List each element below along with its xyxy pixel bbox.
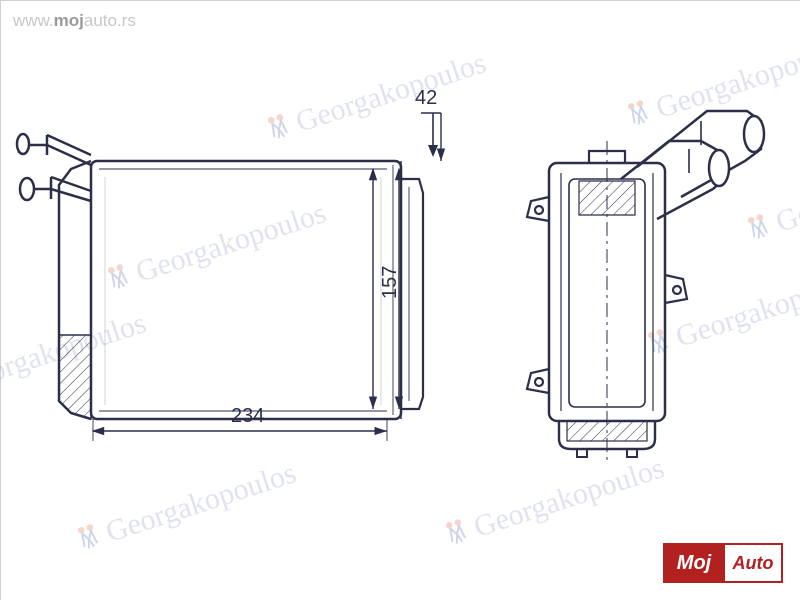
side-view [527,111,764,461]
logo-right: Auto [725,543,783,583]
mojauto-logo: Moj Auto [663,543,783,583]
drawing-canvas: www.mojauto.rs Georgakopoulos Georgakopo… [0,0,800,600]
technical-drawing [1,1,800,600]
dim-height-label: 157 [379,266,402,299]
dim-thickness-label: 42 [415,87,437,110]
dimensions-front [93,169,399,441]
front-view [17,134,423,419]
dimension-42 [421,101,589,161]
dim-width-label: 234 [231,405,264,428]
logo-left: Moj [663,543,725,583]
